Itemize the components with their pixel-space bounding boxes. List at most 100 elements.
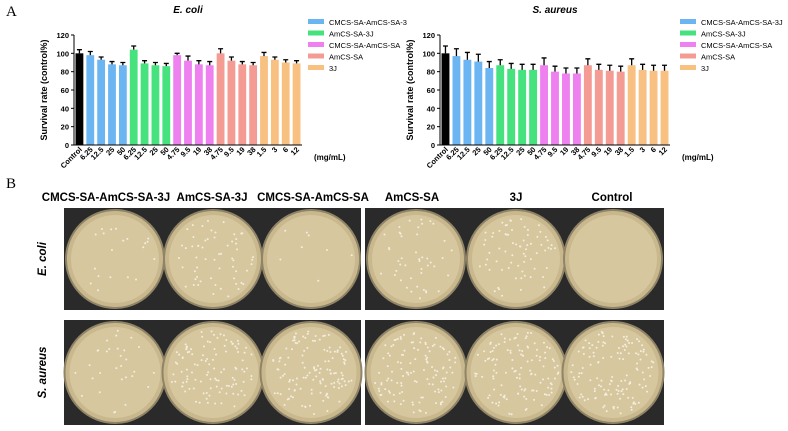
- error-bar: [607, 64, 613, 71]
- colony: [619, 412, 622, 415]
- colony: [493, 388, 496, 391]
- colony: [588, 347, 591, 350]
- colony: [197, 283, 200, 286]
- colony: [96, 349, 99, 352]
- colony: [582, 352, 585, 355]
- colony: [235, 242, 238, 245]
- x-tick-label: 6: [281, 145, 290, 154]
- colony: [390, 379, 393, 382]
- colony: [437, 388, 440, 391]
- legend-swatch: [680, 30, 696, 36]
- colony: [316, 364, 319, 367]
- colony: [312, 378, 315, 381]
- colony: [412, 370, 415, 373]
- colony: [288, 380, 291, 383]
- colony: [130, 336, 133, 339]
- colony: [212, 333, 215, 336]
- colony: [602, 406, 605, 409]
- colony: [440, 389, 443, 392]
- error-bar: [250, 61, 256, 66]
- colony: [333, 350, 336, 353]
- colony: [214, 231, 217, 234]
- colony: [387, 352, 390, 355]
- colony: [106, 339, 109, 342]
- colony: [431, 383, 434, 386]
- colony: [327, 333, 330, 336]
- colony: [201, 335, 204, 338]
- colony: [545, 267, 548, 270]
- colony: [454, 361, 457, 364]
- colony: [529, 276, 532, 279]
- colony: [218, 391, 221, 394]
- colony: [493, 290, 496, 293]
- chart-title: E. coli: [173, 5, 203, 16]
- colony: [412, 411, 415, 414]
- colony: [243, 370, 246, 373]
- colony: [487, 396, 490, 399]
- colony: [492, 377, 495, 380]
- legend-label: AmCS-SA-3J: [701, 30, 746, 39]
- error-bar: [497, 59, 503, 66]
- colony: [380, 393, 383, 396]
- colony: [400, 235, 403, 238]
- legend-label: AmCS-SA-3J: [329, 30, 374, 39]
- colony: [284, 229, 287, 232]
- colony: [637, 401, 640, 404]
- colony: [521, 349, 524, 352]
- colony: [393, 400, 396, 403]
- colony: [243, 394, 246, 397]
- colony: [386, 365, 389, 368]
- colony: [146, 240, 149, 243]
- colony: [116, 329, 119, 332]
- colony: [250, 263, 253, 266]
- colony: [322, 334, 325, 337]
- x-unit: (mg/mL): [682, 153, 714, 162]
- colony: [192, 283, 195, 286]
- colony: [374, 382, 377, 385]
- colony: [293, 389, 296, 392]
- colony: [491, 359, 494, 362]
- colony: [403, 333, 406, 336]
- colony: [445, 371, 448, 374]
- colony: [515, 243, 518, 246]
- colony: [639, 358, 642, 361]
- colony: [321, 378, 324, 381]
- colony: [622, 358, 625, 361]
- colony: [517, 344, 520, 347]
- colony: [525, 398, 528, 401]
- colony: [74, 371, 77, 374]
- colony: [417, 226, 420, 229]
- bar: [292, 63, 301, 145]
- colony: [172, 373, 175, 376]
- colony: [421, 256, 424, 259]
- colony: [433, 369, 436, 372]
- colony: [581, 346, 584, 349]
- colony: [641, 344, 644, 347]
- colony: [170, 380, 173, 383]
- colony: [233, 233, 236, 236]
- colony: [594, 397, 597, 400]
- colony: [580, 372, 583, 375]
- colony: [491, 401, 494, 404]
- colony: [201, 354, 204, 357]
- error-bar: [98, 56, 104, 60]
- colony: [501, 294, 504, 297]
- colony: [232, 265, 235, 268]
- colony: [340, 385, 343, 388]
- colony: [184, 390, 187, 393]
- colony: [331, 357, 334, 360]
- panel-label: A: [6, 4, 17, 20]
- error-bar: [552, 65, 558, 72]
- colony: [191, 245, 194, 248]
- colony: [404, 264, 407, 267]
- colony: [315, 368, 318, 371]
- colony: [304, 405, 307, 408]
- colony: [644, 385, 647, 388]
- colony: [196, 266, 199, 269]
- colony: [210, 330, 213, 333]
- colony: [336, 350, 339, 353]
- colony: [548, 347, 551, 350]
- colony: [617, 346, 620, 349]
- colony: [278, 360, 281, 363]
- y-axis-label: Survival rate (control%): [39, 39, 49, 140]
